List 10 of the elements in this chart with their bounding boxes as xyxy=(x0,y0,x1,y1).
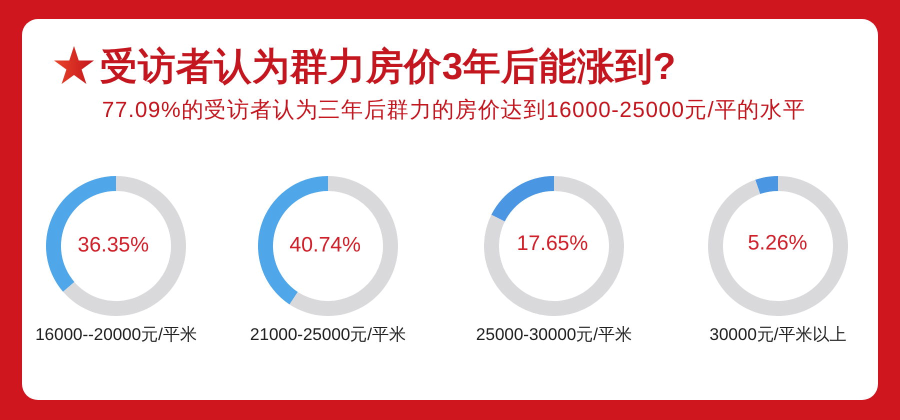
data-label: 40.74% xyxy=(290,234,361,257)
text: 30000元/平米以上 xyxy=(710,325,846,344)
text: 16000--20000元/平米 xyxy=(35,325,197,344)
text: 受访者认为群力房价3年后能涨到? xyxy=(100,44,676,89)
text: 77.09%的受访者认为三年后群力的房价达到16000-25000元/平的水平 xyxy=(102,96,806,124)
text: 25000-30000元/平米 xyxy=(476,325,632,344)
text: 21000-25000元/平米 xyxy=(250,325,406,344)
data-label: 36.35% xyxy=(78,233,149,256)
data-label: 17.65% xyxy=(516,232,588,255)
data-label: 5.26% xyxy=(748,232,808,255)
